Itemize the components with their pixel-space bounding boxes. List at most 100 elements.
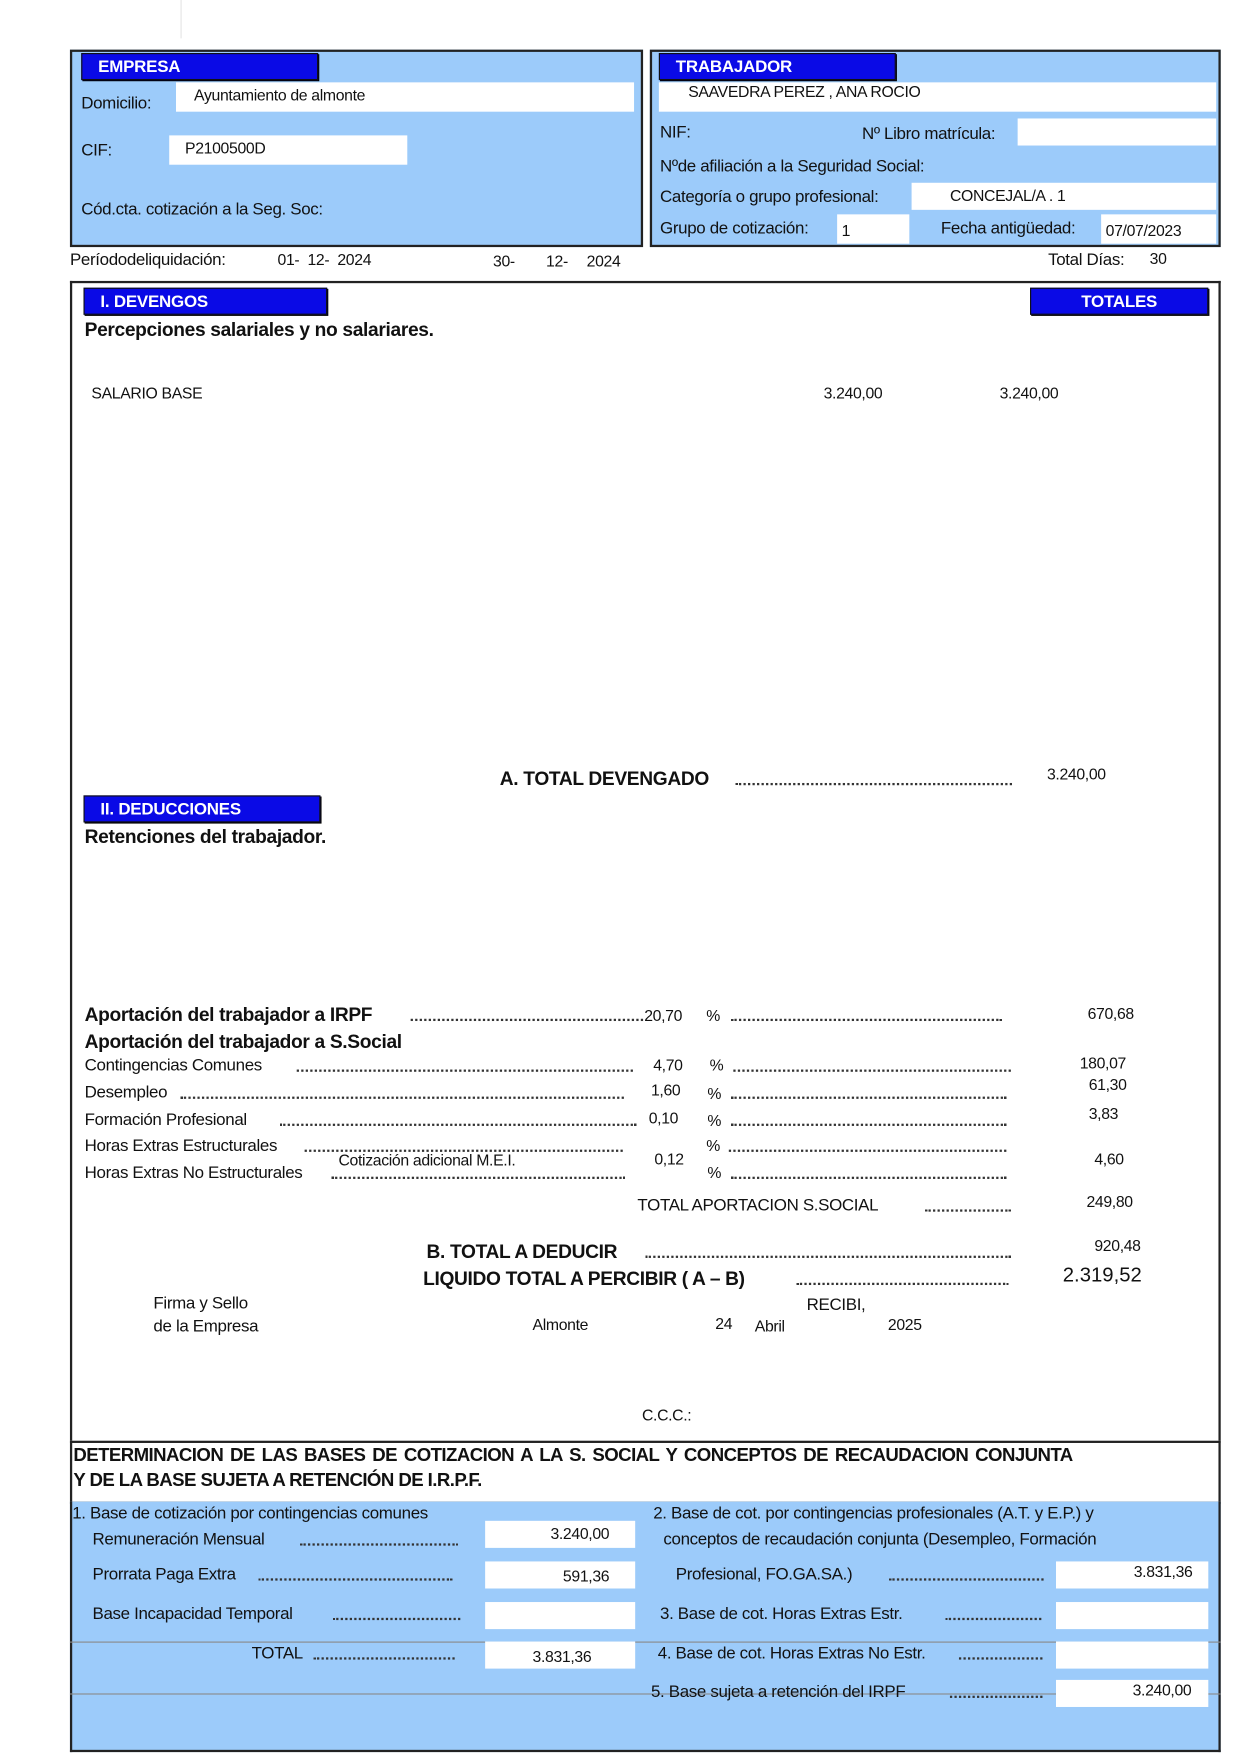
leader-dots bbox=[958, 1657, 1043, 1660]
mei-label: Cotización adicional M.E.I. bbox=[338, 1150, 516, 1169]
b3-field bbox=[1055, 1602, 1209, 1630]
he-estr-label: Horas Extras Estructurales bbox=[84, 1136, 278, 1156]
irpf-importe: 670,68 bbox=[1087, 1004, 1135, 1023]
pct-sign: % bbox=[706, 1006, 720, 1025]
leader-dots bbox=[731, 1176, 1007, 1179]
firma-anio: 2025 bbox=[887, 1315, 922, 1334]
pct-sign: % bbox=[706, 1136, 720, 1155]
desempleo-importe: 61,30 bbox=[1088, 1075, 1127, 1094]
contingencias-pct: 4,70 bbox=[653, 1055, 683, 1075]
total-ss-label: TOTAL APORTACION S.SOCIAL bbox=[637, 1195, 879, 1216]
devengo-concepto: SALARIO BASE bbox=[91, 383, 203, 402]
devengo-importe: 3.240,00 bbox=[823, 383, 883, 402]
liquido-label: LIQUIDO TOTAL A PERCIBIR ( A – B) bbox=[423, 1268, 745, 1290]
b5-label: 5. Base sujeta a retención del IRPF bbox=[650, 1682, 906, 1702]
firma-lugar: Almonte bbox=[532, 1315, 589, 1334]
cif-label: CIF: bbox=[81, 141, 112, 161]
bases-title-line1: DETERMINACION DE LAS BASES DE COTIZACION… bbox=[73, 1445, 1073, 1466]
formacion-label: Formación Profesional bbox=[84, 1110, 248, 1130]
leader-dots bbox=[180, 1096, 624, 1099]
leader-dots bbox=[728, 1149, 1007, 1152]
pct-sign: % bbox=[707, 1111, 722, 1130]
main-section bbox=[69, 280, 1221, 1443]
ccc-label-bottom: C.C.C.: bbox=[641, 1405, 692, 1424]
leader-dots bbox=[945, 1617, 1042, 1621]
irpf-label: Aportación del trabajador a IRPF bbox=[84, 1004, 373, 1026]
empresa-header: EMPRESA bbox=[81, 53, 319, 81]
antiguedad-label: Fecha antigüedad: bbox=[940, 218, 1076, 239]
remuneracion-label: Remuneración Mensual bbox=[92, 1529, 265, 1550]
desempleo-label: Desempleo bbox=[84, 1083, 168, 1103]
prorrata-field: 591,36 bbox=[485, 1561, 636, 1589]
divider bbox=[180, 0, 182, 39]
b1-label: 1. Base de cotización por contingencias … bbox=[72, 1503, 428, 1524]
leader-dots bbox=[279, 1123, 637, 1126]
devengos-header: I. DEVENGOS bbox=[83, 287, 328, 315]
periodo-hasta-anio: 2024 bbox=[586, 251, 621, 270]
desempleo-pct: 1,60 bbox=[650, 1080, 681, 1099]
leader-dots bbox=[733, 1069, 1011, 1072]
liquido-total: 2.319,52 bbox=[1062, 1263, 1142, 1287]
afiliacion-label: Nºde afiliación a la Seguridad Social: bbox=[659, 156, 925, 176]
leader-dots bbox=[313, 1657, 455, 1660]
b4-field bbox=[1055, 1641, 1209, 1669]
libro-field bbox=[1017, 118, 1217, 146]
pct-sign: % bbox=[709, 1055, 724, 1075]
firma-line2: de la Empresa bbox=[153, 1316, 259, 1336]
firma-mes: Abril bbox=[754, 1316, 785, 1335]
leader-dots bbox=[949, 1695, 1043, 1698]
periodo-desde: 01- 12- 2024 bbox=[277, 250, 372, 269]
leader-dots bbox=[735, 782, 1012, 786]
leader-dots bbox=[731, 1096, 1007, 1099]
firma-dia: 24 bbox=[715, 1314, 733, 1333]
devengo-total: 3.240,00 bbox=[999, 383, 1059, 402]
b4-label: 4. Base de cot. Horas Extras No Estr. bbox=[657, 1643, 926, 1663]
trabajador-header: TRABAJADOR bbox=[658, 53, 896, 81]
totales-header: TOTALES bbox=[1030, 287, 1209, 315]
irpf-pct: 20,70 bbox=[644, 1006, 683, 1025]
b3-label: 3. Base de cot. Horas Extras Estr. bbox=[659, 1604, 903, 1624]
b2-label-line3: Profesional, FO.GA.SA.) bbox=[675, 1564, 853, 1584]
mei-pct: 0,12 bbox=[654, 1149, 684, 1168]
firma-line1: Firma y Sello bbox=[153, 1294, 248, 1314]
total-deducir-label: B. TOTAL A DEDUCIR bbox=[426, 1241, 618, 1263]
leader-dots bbox=[889, 1578, 1044, 1581]
categoria-label: Categoría o grupo profesional: bbox=[659, 187, 879, 207]
remuneracion-field: 3.240,00 bbox=[485, 1520, 636, 1548]
cif-field: P2100500D bbox=[169, 135, 408, 165]
leader-dots bbox=[300, 1543, 459, 1546]
leader-dots bbox=[332, 1617, 461, 1621]
periodo-label: Períododeliquidación: bbox=[69, 250, 226, 270]
recibi-label: RECIBI, bbox=[806, 1295, 866, 1315]
b2-label-line2: conceptos de recaudación conjunta (Desem… bbox=[663, 1529, 1097, 1550]
devengos-subtitle: Percepciones salariales y no salariares. bbox=[84, 319, 434, 341]
leader-dots bbox=[331, 1176, 626, 1179]
total-devengado-label: A. TOTAL DEVENGADO bbox=[499, 768, 710, 790]
ccc-label: Cód.cta. cotización a la Seg. Soc: bbox=[81, 199, 323, 219]
pct-sign: % bbox=[707, 1084, 722, 1103]
total-deducir: 920,48 bbox=[1094, 1236, 1141, 1255]
deducciones-header: II. DEDUCCIONES bbox=[83, 795, 321, 823]
formacion-importe: 3,83 bbox=[1088, 1104, 1119, 1123]
contingencias-importe: 180,07 bbox=[1079, 1053, 1127, 1072]
leader-dots bbox=[645, 1255, 1011, 1258]
leader-dots bbox=[304, 1149, 623, 1152]
periodo-hasta-mes: 12- bbox=[546, 251, 568, 270]
leader-dots bbox=[410, 1018, 644, 1022]
he-noestr-label: Horas Extras No Estructurales bbox=[84, 1163, 303, 1183]
nif-label: NIF: bbox=[659, 122, 691, 143]
leader-dots bbox=[296, 1069, 633, 1072]
libro-label: Nº Libro matrícula: bbox=[861, 124, 996, 144]
periodo-hasta-dia: 30- bbox=[493, 251, 515, 270]
deducciones-subtitle: Retenciones del trabajador. bbox=[84, 825, 327, 848]
b2-label-line1: 2. Base de cot. por contingencias profes… bbox=[653, 1503, 1094, 1524]
pct-sign: % bbox=[707, 1163, 722, 1182]
it-field bbox=[485, 1602, 636, 1630]
divider bbox=[69, 1641, 1221, 1643]
bases-total-label: TOTAL bbox=[251, 1643, 304, 1663]
total-dias-label: Total Días: bbox=[1048, 250, 1125, 270]
formacion-pct: 0,10 bbox=[648, 1109, 679, 1128]
bases-panel bbox=[69, 1501, 1221, 1753]
leader-dots bbox=[258, 1578, 453, 1581]
